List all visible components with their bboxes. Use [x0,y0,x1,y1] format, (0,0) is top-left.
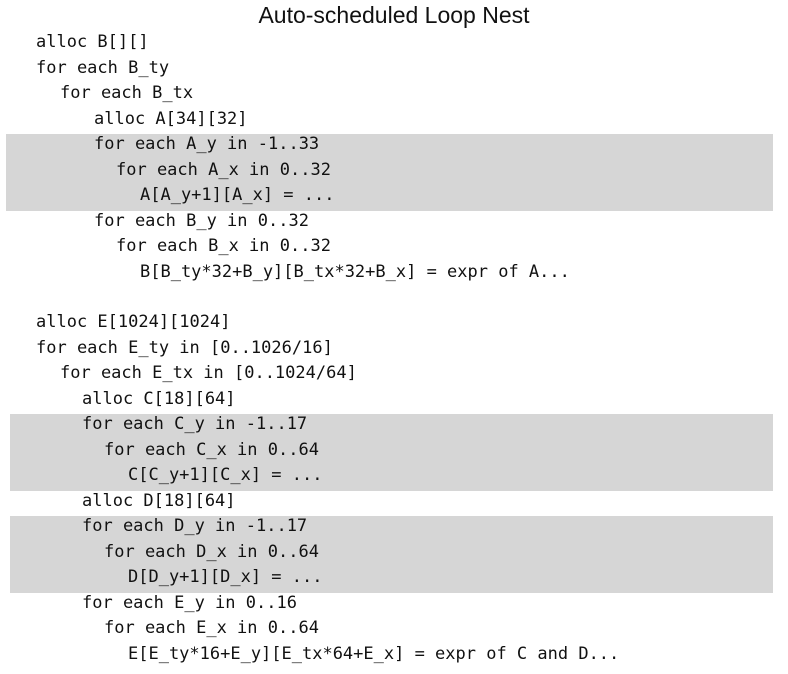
highlight-band [6,134,773,211]
code-line: alloc D[18][64] [82,490,236,511]
code-line: E[E_ty*16+E_y][E_tx*64+E_x] = expr of C … [128,643,620,664]
code-line: for each E_y in 0..16 [82,592,297,613]
code-line: for each E_x in 0..64 [104,618,319,638]
highlight-band [10,516,773,593]
code-line: for each B_x in 0..32 [116,236,331,256]
code-line: alloc B[][] [36,32,149,52]
code-line: B[B_ty*32+B_y][B_tx*32+B_x] = expr of A.… [140,261,570,282]
code-line: for each B_tx [60,83,194,103]
code-line: for each A_x in 0..32 [116,159,331,180]
code-line: for each E_tx in [0..1024/64] [60,363,357,383]
code-line: for each C_y in -1..17 [82,414,308,434]
code-line: for each D_x in 0..64 [104,541,319,562]
code-line: alloc C[18][64] [82,388,236,409]
code-line: for each E_ty in [0..1026/16] [36,337,333,358]
code-line: alloc A[34][32] [94,108,248,129]
code-line: for each B_ty [36,57,170,78]
code-line: alloc E[1024][1024] [36,312,231,332]
highlight-band [10,414,773,491]
code-line: A[A_y+1][A_x] = ... [140,185,335,205]
code-line: for each A_y in -1..33 [94,134,320,154]
code-line: for each C_x in 0..64 [104,439,319,460]
diagram-title: Auto-scheduled Loop Nest [258,2,530,28]
code-line: for each B_y in 0..32 [94,210,309,231]
code-line: D[D_y+1][D_x] = ... [128,567,323,587]
code-line: for each D_y in -1..17 [82,516,308,536]
code-line: C[C_y+1][C_x] = ... [128,465,323,485]
